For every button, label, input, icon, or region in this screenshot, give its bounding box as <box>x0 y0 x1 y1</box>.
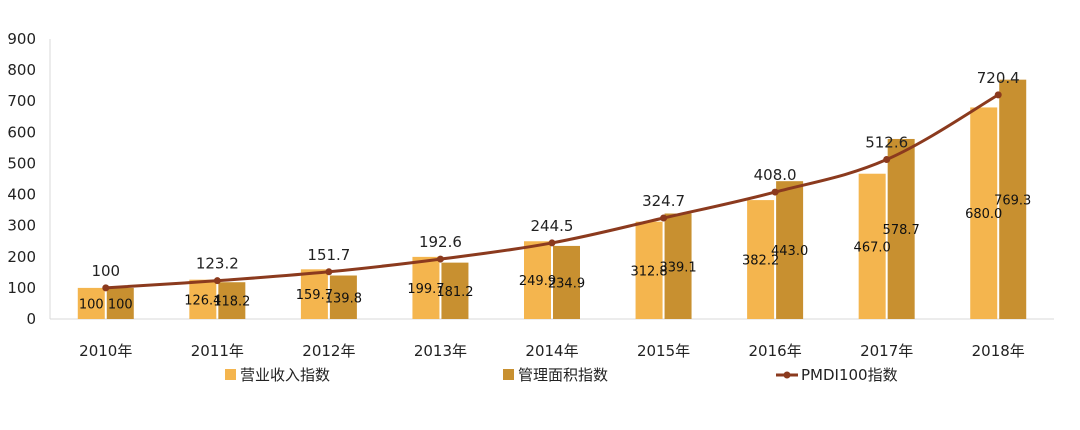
pmdi-data-label: 324.7 <box>642 192 685 210</box>
y-tick-label: 500 <box>7 154 36 172</box>
area-data-label: 118.2 <box>213 295 250 310</box>
area-data-label: 769.3 <box>994 193 1031 208</box>
x-tick-label: 2017年 <box>860 342 913 360</box>
legend-swatch-area <box>503 369 514 380</box>
area-bar <box>776 181 804 319</box>
x-tick-label: 2013年 <box>414 342 467 360</box>
y-tick-label: 200 <box>7 248 36 266</box>
y-tick-label: 600 <box>7 123 36 141</box>
bars-group <box>77 79 1027 319</box>
revenue-data-label: 249.9 <box>519 274 556 289</box>
data-labels-group: 100 126.4 159.7 199.7 249.9 312.8 382.2 467.0 68… <box>79 69 1031 313</box>
x-tick-label: 2011年 <box>191 342 244 360</box>
legend-swatch-revenue <box>225 369 236 380</box>
area-bar <box>999 79 1027 319</box>
area-data-label: 100 <box>108 297 133 312</box>
revenue-bar <box>189 279 217 319</box>
revenue-bar <box>635 221 663 319</box>
revenue-data-label: 100 <box>79 297 104 312</box>
y-tick-label: 300 <box>7 217 36 235</box>
revenue-bar <box>77 287 105 319</box>
revenue-data-label: 382.2 <box>742 254 779 269</box>
pmdi-data-label: 408.0 <box>754 166 797 184</box>
area-bar <box>441 262 469 319</box>
area-bar <box>553 245 580 319</box>
revenue-bar <box>412 256 440 319</box>
legend-swatch-pmdi-point <box>783 371 791 379</box>
y-axis: 0 100 200 300 400 500 600 700 800 900 <box>7 30 51 328</box>
y-tick-label: 700 <box>7 92 36 110</box>
revenue-bar <box>858 173 886 319</box>
legend-label-area: 管理面积指数 <box>518 366 608 384</box>
pmdi-data-label: 123.2 <box>196 255 239 273</box>
revenue-bar <box>970 107 998 319</box>
x-tick-label: 2012年 <box>302 342 355 360</box>
revenue-data-label: 126.4 <box>184 293 221 308</box>
revenue-data-label: 159.7 <box>296 288 333 303</box>
x-tick-label: 2018年 <box>972 342 1025 360</box>
area-data-label: 181.2 <box>436 285 473 300</box>
pmdi-data-label: 720.4 <box>977 69 1020 87</box>
y-tick-label: 800 <box>7 61 36 79</box>
pmdi-data-label: 151.7 <box>307 246 350 264</box>
y-tick-label: 400 <box>7 186 36 204</box>
area-bar <box>106 287 134 319</box>
area-bar <box>887 138 915 319</box>
line-series-group <box>102 91 1002 292</box>
pmdi-data-label: 244.5 <box>531 217 574 235</box>
x-axis: 2010年 2011年 2012年 2013年 2014年 2015年 2016年 2017年… <box>50 318 1054 360</box>
pmdi-data-label: 512.6 <box>865 134 908 152</box>
pmdi-point <box>771 188 779 196</box>
pmdi-point <box>660 214 668 222</box>
pmdi-point <box>436 255 444 263</box>
area-data-label: 578.7 <box>883 223 920 238</box>
x-tick-label: 2014年 <box>525 342 578 360</box>
pmdi-data-label: 192.6 <box>419 233 462 251</box>
pmdi-point <box>213 277 221 285</box>
pmdi-point <box>102 284 110 292</box>
revenue-data-label: 199.7 <box>407 282 444 297</box>
area-bar <box>664 213 692 319</box>
y-tick-label: 100 <box>7 279 36 297</box>
area-data-label: 443.0 <box>771 244 808 259</box>
area-data-label: 234.9 <box>548 276 585 291</box>
revenue-bar <box>524 241 551 319</box>
pmdi-point <box>883 156 891 164</box>
area-bar <box>218 282 246 319</box>
x-tick-label: 2016年 <box>749 342 802 360</box>
y-tick-label: 0 <box>26 310 36 328</box>
revenue-data-label: 312.8 <box>630 264 667 279</box>
area-data-label: 139.8 <box>325 291 362 306</box>
area-bar <box>329 275 357 319</box>
pmdi-point <box>994 91 1002 99</box>
pmdi-data-label: 100 <box>91 262 120 280</box>
legend-label-pmdi: PMDI100指数 <box>801 366 898 384</box>
revenue-bar <box>300 269 328 319</box>
legend-label-revenue: 营业收入指数 <box>240 366 330 384</box>
x-tick-label: 2010年 <box>79 342 132 360</box>
revenue-bar <box>747 200 775 319</box>
revenue-data-label: 680.0 <box>965 207 1002 222</box>
x-tick-label: 2015年 <box>637 342 690 360</box>
pmdi-point <box>548 239 556 247</box>
legend: 营业收入指数 管理面积指数 PMDI100指数 <box>225 366 898 384</box>
pmdi-point <box>325 268 333 276</box>
y-tick-label: 900 <box>7 30 36 48</box>
revenue-data-label: 467.0 <box>854 240 891 255</box>
area-data-label: 339.1 <box>659 260 696 275</box>
